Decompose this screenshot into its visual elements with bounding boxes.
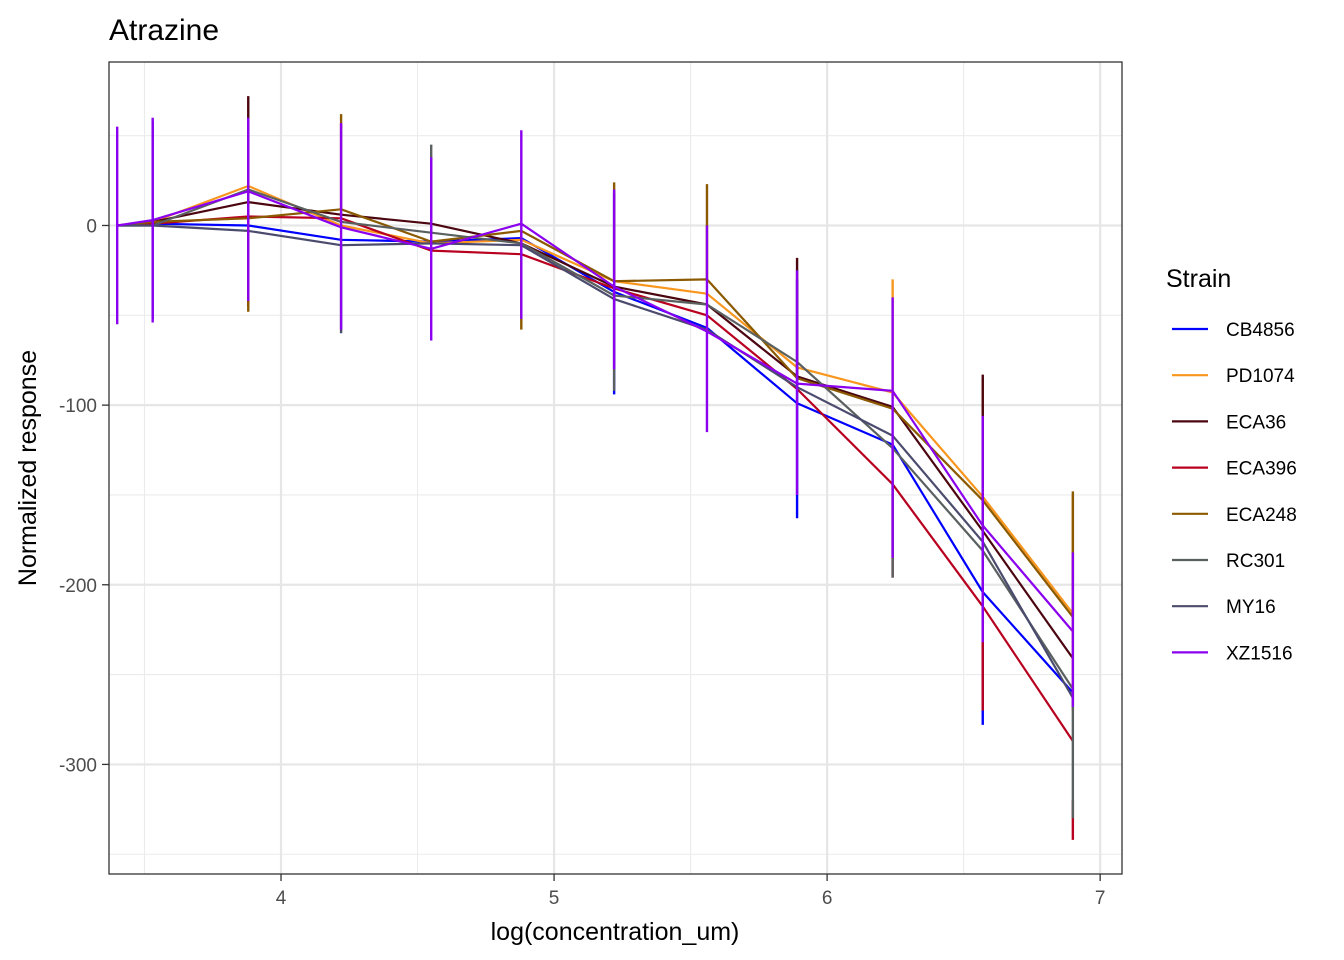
legend-label-eca36: ECA36 [1226,412,1286,433]
legend-label-my16: MY16 [1226,597,1276,618]
y-axis-label: Normalized response [14,350,42,586]
series-line-xz1516 [117,190,1074,633]
legend: Strain CB4856 PD1074 ECA36 ECA396 ECA248 RC30… [1166,265,1297,664]
panel-border [108,61,1123,875]
error-bars [115,96,1075,840]
x-axis: 4 5 6 7 [276,874,1106,909]
y-tick-label: -200 [59,576,97,597]
legend-title: Strain [1166,265,1231,293]
legend-label-xz1516: XZ1516 [1226,643,1293,664]
y-tick-label: -300 [59,755,97,776]
chart-title: Atrazine [109,14,219,47]
x-tick-label: 4 [276,888,287,909]
legend-label-cb4856: CB4856 [1226,320,1295,341]
legend-label-eca396: ECA396 [1226,459,1297,480]
y-tick-label: 0 [86,216,97,237]
plot-panel [109,62,1122,874]
y-axis: 0 -100 -200 -300 [59,216,109,776]
series-line-my16 [117,224,1074,699]
x-tick-label: 6 [822,888,833,909]
legend-label-rc301: RC301 [1226,551,1285,572]
x-axis-label: log(concentration_um) [491,918,740,946]
series-lines [117,184,1074,742]
x-tick-label: 7 [1095,888,1106,909]
legend-label-pd1074: PD1074 [1226,366,1295,387]
legend-label-eca248: ECA248 [1226,505,1297,526]
series-line-eca36 [117,201,1074,660]
x-tick-label: 5 [549,888,560,909]
major-grid [109,62,1122,874]
y-tick-label: -100 [59,396,97,417]
series-line-pd1074 [117,184,1074,615]
minor-grid [109,62,1122,874]
